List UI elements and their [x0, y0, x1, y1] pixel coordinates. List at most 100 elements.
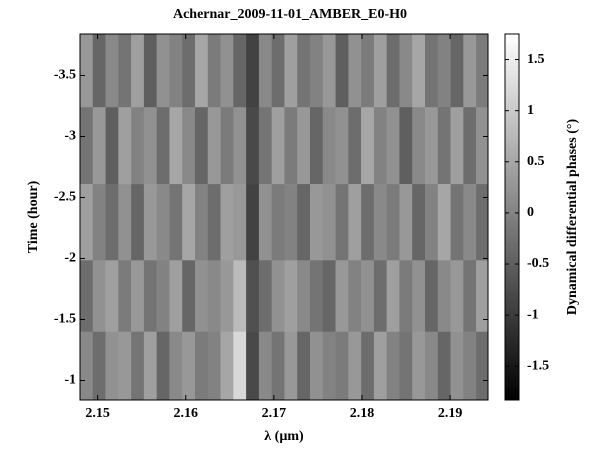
colorbar-strip [505, 232, 519, 236]
heatmap-cell [386, 260, 400, 332]
colorbar-strip [505, 296, 519, 300]
colorbar-strip [505, 91, 519, 96]
colorbar-strip [505, 165, 519, 169]
heatmap-cell [476, 331, 489, 401]
heatmap-cell [194, 184, 209, 261]
heatmap-cell [297, 260, 311, 332]
colorbar-strip [505, 265, 519, 270]
colorbar-strip [505, 113, 519, 117]
heatmap-cell [143, 107, 157, 185]
heatmap-cell [118, 331, 132, 401]
colorbar-strip [505, 342, 519, 346]
colorbar-strip [505, 183, 519, 187]
heatmap-cell [131, 331, 145, 401]
heatmap-cell [373, 331, 387, 401]
colorbar-strip [505, 360, 519, 364]
heatmap-cell [105, 34, 119, 108]
heatmap-cell [348, 34, 362, 108]
heatmap-cell [169, 107, 183, 185]
heatmap-cell [143, 260, 157, 332]
heatmap-cell [476, 184, 489, 261]
heatmap-cell [92, 260, 106, 332]
colorbar-strip [505, 156, 519, 160]
heatmap-cell [412, 34, 426, 108]
colorbar-strip [505, 140, 519, 145]
heatmap-cell [424, 34, 439, 108]
heatmap-cell [271, 184, 285, 261]
colorbar-tick-label: -0.5 [527, 256, 549, 271]
colorbar-strip [505, 357, 519, 361]
colorbar-strip [505, 281, 519, 285]
colorbar-strip [505, 238, 519, 242]
heatmap-cell [309, 331, 324, 401]
colorbar-strip [505, 122, 519, 126]
heatmap-cell [297, 331, 311, 401]
heatmap-cell [131, 184, 145, 261]
colorbar-strip [505, 244, 519, 248]
heatmap-cell [309, 184, 324, 261]
heatmap-cell [348, 331, 362, 401]
colorbar-strip [505, 375, 519, 380]
colorbar-strip [505, 241, 519, 245]
colorbar-strip [505, 378, 519, 383]
heatmap-cell [80, 331, 94, 401]
colorbar-strip [505, 180, 519, 184]
colorbar-strip [505, 79, 519, 84]
colorbar-strip [505, 217, 519, 221]
heatmap-cell [233, 184, 247, 261]
colorbar-strip [505, 149, 519, 154]
colorbar-strip [505, 104, 519, 108]
y-tick-label: -2.5 [54, 190, 76, 205]
heatmap-cell [246, 331, 260, 401]
heatmap-cell [361, 184, 375, 261]
colorbar-tick-label: 0 [527, 205, 534, 220]
colorbar-strip [505, 366, 519, 370]
colorbar-strip [505, 70, 519, 75]
heatmap-cell [309, 107, 324, 185]
heatmap-cell [258, 107, 272, 185]
colorbar-strip [505, 52, 519, 56]
colorbar-strip [505, 171, 519, 175]
colorbar-strip [505, 98, 519, 102]
colorbar-strip [505, 317, 519, 322]
colorbar-strip [505, 213, 519, 218]
colorbar-strip [505, 259, 519, 264]
colorbar-strip [505, 293, 519, 297]
colorbar-tick-label: 1 [527, 103, 534, 118]
heatmap-cell [476, 34, 489, 108]
colorbar-strip [505, 363, 519, 367]
y-tick-label: -3 [64, 129, 76, 144]
heatmap-cell [246, 184, 260, 261]
colorbar-strip [505, 262, 519, 267]
y-axis-label: Time (hour) [26, 180, 41, 253]
heatmap-cell [450, 260, 464, 332]
colorbar-strip [505, 198, 519, 203]
heatmap-cell [450, 34, 464, 108]
colorbar-strip [505, 235, 519, 239]
heatmap-cell [194, 331, 209, 401]
heatmap-cell [258, 260, 272, 332]
y-tick-label: -3.5 [54, 68, 76, 83]
heatmap-cell [335, 184, 349, 261]
heatmap-cell [258, 331, 272, 401]
colorbar-tick-label: -1 [527, 307, 539, 322]
colorbar-strip [505, 162, 519, 166]
heatmap-cell [92, 107, 106, 185]
heatmap-cell [207, 260, 221, 332]
heatmap-cell [322, 107, 336, 185]
heatmap-cell [220, 107, 234, 185]
heatmap-cell [156, 34, 170, 108]
y-tick-label: -1 [64, 373, 76, 388]
colorbar-strip [505, 137, 519, 142]
colorbar-strip [505, 345, 519, 349]
colorbar-strip [505, 46, 519, 50]
colorbar-strip [505, 168, 519, 172]
heatmap-cell [412, 260, 426, 332]
colorbar-strip [505, 131, 519, 136]
heatmap-cell [361, 34, 375, 108]
colorbar-strip [505, 311, 519, 316]
heatmap-cell [118, 184, 132, 261]
colorbar-strip [505, 204, 519, 209]
heatmap-cell [450, 331, 464, 401]
